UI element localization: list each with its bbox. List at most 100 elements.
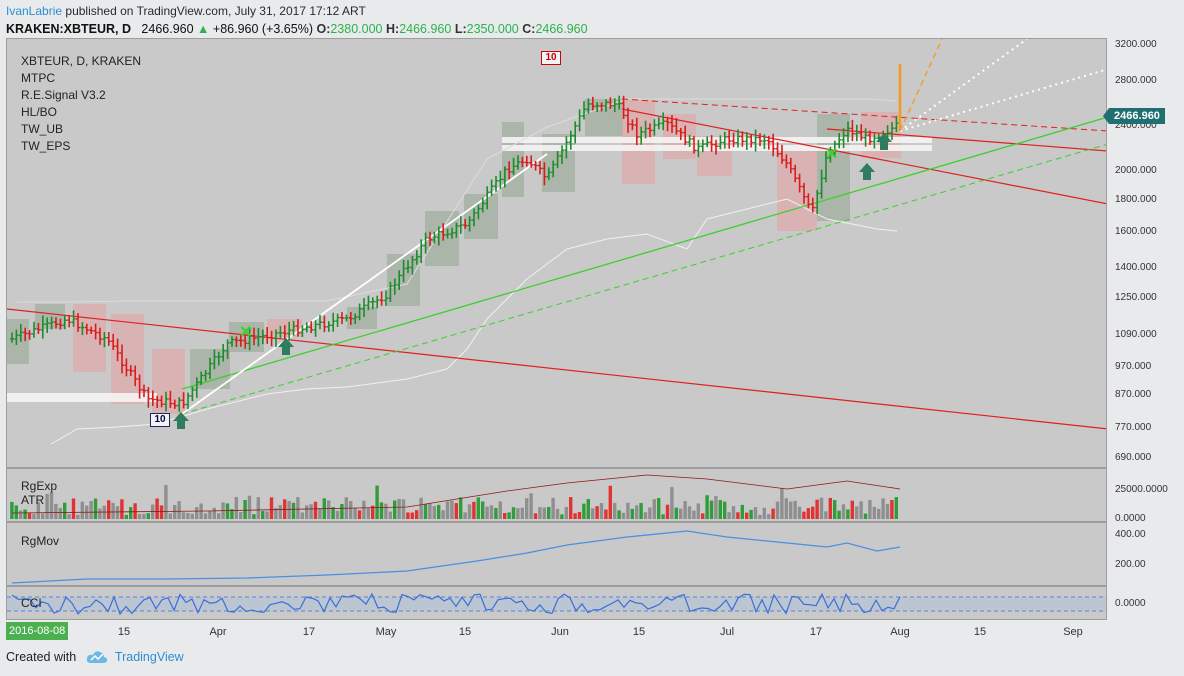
volume-bar <box>107 500 111 519</box>
volume-bar <box>661 514 665 519</box>
volume-bar <box>142 513 146 519</box>
legend-item[interactable]: TW_UB <box>21 122 63 136</box>
legend-item[interactable]: MTPC <box>21 71 55 85</box>
resistance-zone-1 <box>502 137 932 143</box>
volume-bar <box>736 512 740 519</box>
price-pane[interactable]: ✕ ✕ XBTEUR, D, KRAKEN MTPC R.E.Signal V3… <box>6 38 1107 468</box>
volume-bar <box>520 507 524 519</box>
volume-bar <box>366 507 370 519</box>
projection-dotted-1 <box>899 68 1106 132</box>
volume-bar <box>375 485 379 519</box>
volume-bar <box>705 495 709 519</box>
volume-bar <box>859 501 863 519</box>
rgmov-line <box>11 530 901 584</box>
volume-bar <box>463 512 467 519</box>
volume-bar <box>234 497 238 519</box>
volume-bar <box>379 502 384 519</box>
time-axis-label: 15 <box>458 626 472 638</box>
rgmov-legend[interactable]: RgMov <box>21 534 60 548</box>
symbol-label[interactable]: KRAKEN:XBTEUR, D <box>6 22 131 36</box>
envelope-line <box>50 198 898 445</box>
price-axis-label: 1600.000 <box>1115 226 1157 237</box>
volume-bar <box>635 505 639 519</box>
resistance-zone-2 <box>502 145 932 151</box>
volume-bar <box>665 504 670 519</box>
projection-orange <box>899 39 943 132</box>
count-label-top: 10 <box>541 51 561 65</box>
price-chart-canvas[interactable]: ✕ ✕ <box>7 39 1107 468</box>
volume-bar <box>173 504 177 519</box>
volume-bar <box>423 504 428 519</box>
volume-bar <box>723 501 727 519</box>
price-axis-label: 2400.000 <box>1115 120 1157 131</box>
price-axis-label: 2000.000 <box>1115 165 1157 176</box>
high-value: 2466.960 <box>399 22 452 36</box>
volume-bar <box>269 497 274 519</box>
legend-item[interactable]: TW_EPS <box>21 139 71 153</box>
volume-pane[interactable]: RgExp ATR <box>6 468 1107 522</box>
count-label-low: 10 <box>150 413 170 427</box>
indicator-legend: XBTEUR, D, KRAKEN MTPC R.E.Signal V3.2 H… <box>21 53 141 155</box>
volume-bar <box>868 499 872 519</box>
legend-item[interactable]: R.E.Signal V3.2 <box>21 88 106 102</box>
volume-bar <box>551 497 555 519</box>
buy-arrow-icon <box>876 133 892 150</box>
volume-canvas <box>10 474 901 519</box>
legend-item[interactable]: XBTEUR, D, KRAKEN <box>21 54 142 68</box>
volume-bar <box>683 501 687 519</box>
volume-bar <box>529 493 533 519</box>
volume-bar <box>811 506 815 519</box>
cci-canvas <box>7 592 1106 616</box>
cci-legend[interactable]: CCI <box>21 596 42 610</box>
time-axis-label: 17 <box>302 626 316 638</box>
high-label: H: <box>385 22 400 36</box>
volume-bar <box>261 511 265 519</box>
legend-item[interactable]: ATR <box>21 493 45 507</box>
volume-bar <box>300 512 304 519</box>
volume-bar <box>841 504 846 519</box>
volume-axis-label: 25000.0000 <box>1115 484 1168 495</box>
volume-bar <box>608 485 612 519</box>
cci-band <box>7 597 1106 611</box>
time-axis-label: May <box>375 626 397 638</box>
price-axis[interactable] <box>1107 38 1184 620</box>
volume-bar <box>67 514 71 519</box>
volume-bar <box>569 497 573 519</box>
time-axis-label: Sep <box>1063 626 1083 638</box>
volume-bar <box>819 497 824 519</box>
volume-bar <box>23 509 27 519</box>
volume-bar <box>833 500 837 519</box>
cci-pane[interactable]: CCI <box>6 586 1107 620</box>
volume-bar <box>212 507 216 519</box>
time-axis-label: 15 <box>117 626 131 638</box>
author-name[interactable]: IvanLabrie <box>6 4 63 18</box>
rgmov-pane[interactable]: RgMov <box>6 522 1107 586</box>
legend-item[interactable]: RgExp <box>21 479 58 493</box>
buy-arrow-icon <box>173 412 189 429</box>
volume-bar <box>181 512 186 519</box>
volume-bar <box>877 508 881 519</box>
volume-bar <box>450 500 454 519</box>
volume-bar <box>767 514 771 519</box>
volume-bar <box>274 507 278 519</box>
volume-bar <box>863 513 868 519</box>
volume-bar <box>846 509 850 519</box>
price-axis-label: 1800.000 <box>1115 194 1157 205</box>
volume-bar <box>445 501 450 519</box>
volume-bar <box>428 503 432 519</box>
volume-bar <box>432 506 436 519</box>
volume-bar <box>657 497 661 519</box>
volume-bar <box>855 506 859 519</box>
tradingview-link[interactable]: TradingView <box>114 650 184 664</box>
red-dashed-line <box>621 98 1106 132</box>
volume-bar <box>89 501 93 519</box>
volume-bar <box>652 499 656 519</box>
low-value: 2350.000 <box>466 22 519 36</box>
volume-bar <box>71 498 76 519</box>
price-axis-label: 1090.000 <box>1115 329 1157 340</box>
legend-item[interactable]: HL/BO <box>21 105 58 119</box>
volume-bar <box>516 508 520 519</box>
volume-bar <box>582 503 586 519</box>
volume-bar <box>309 504 313 519</box>
time-axis[interactable] <box>6 620 1107 642</box>
